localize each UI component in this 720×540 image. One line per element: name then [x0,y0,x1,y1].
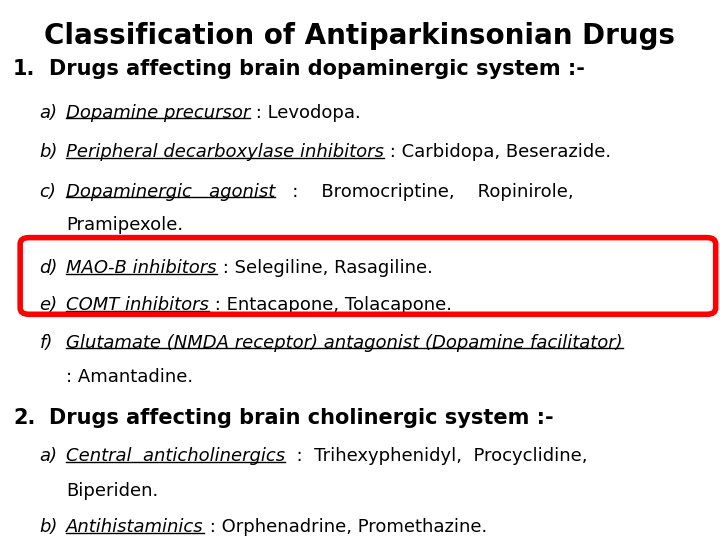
Text: Drugs affecting brain cholinergic system :-: Drugs affecting brain cholinergic system… [49,408,554,428]
Text: b): b) [40,143,58,161]
Text: Biperiden.: Biperiden. [66,482,158,500]
Text: Peripheral decarboxylase inhibitors: Peripheral decarboxylase inhibitors [66,143,384,161]
Text: Dopamine precursor: Dopamine precursor [66,104,251,122]
Text: :    Bromocriptine,    Ropinirole,: : Bromocriptine, Ropinirole, [276,183,574,200]
Text: d): d) [40,259,58,277]
Text: MAO-B inhibitors: MAO-B inhibitors [66,259,217,277]
Text: b): b) [40,518,58,536]
Text: Classification of Antiparkinsonian Drugs: Classification of Antiparkinsonian Drugs [45,22,675,50]
Text: 1.: 1. [13,59,35,79]
Text: : Entacapone, Tolacapone.: : Entacapone, Tolacapone. [209,296,452,314]
Text: Glutamate (NMDA receptor) antagonist (Dopamine facilitator): Glutamate (NMDA receptor) antagonist (Do… [66,334,623,352]
Text: a): a) [40,447,58,465]
Text: Dopaminergic   agonist: Dopaminergic agonist [66,183,276,200]
Text: : Levodopa.: : Levodopa. [251,104,361,122]
Text: : Amantadine.: : Amantadine. [66,368,194,386]
Text: : Orphenadrine, Promethazine.: : Orphenadrine, Promethazine. [204,518,487,536]
Text: Central  anticholinergics: Central anticholinergics [66,447,285,465]
Text: COMT inhibitors: COMT inhibitors [66,296,209,314]
Text: c): c) [40,183,56,200]
Text: :  Trihexyphenidyl,  Procyclidine,: : Trihexyphenidyl, Procyclidine, [285,447,588,465]
Text: f): f) [40,334,53,352]
Text: e): e) [40,296,58,314]
Text: Pramipexole.: Pramipexole. [66,216,184,234]
Text: : Carbidopa, Beserazide.: : Carbidopa, Beserazide. [384,143,611,161]
Text: 2.: 2. [13,408,35,428]
Text: Antihistaminics: Antihistaminics [66,518,204,536]
Text: a): a) [40,104,58,122]
Text: Drugs affecting brain dopaminergic system :-: Drugs affecting brain dopaminergic syste… [49,59,585,79]
Text: : Selegiline, Rasagiline.: : Selegiline, Rasagiline. [217,259,433,277]
